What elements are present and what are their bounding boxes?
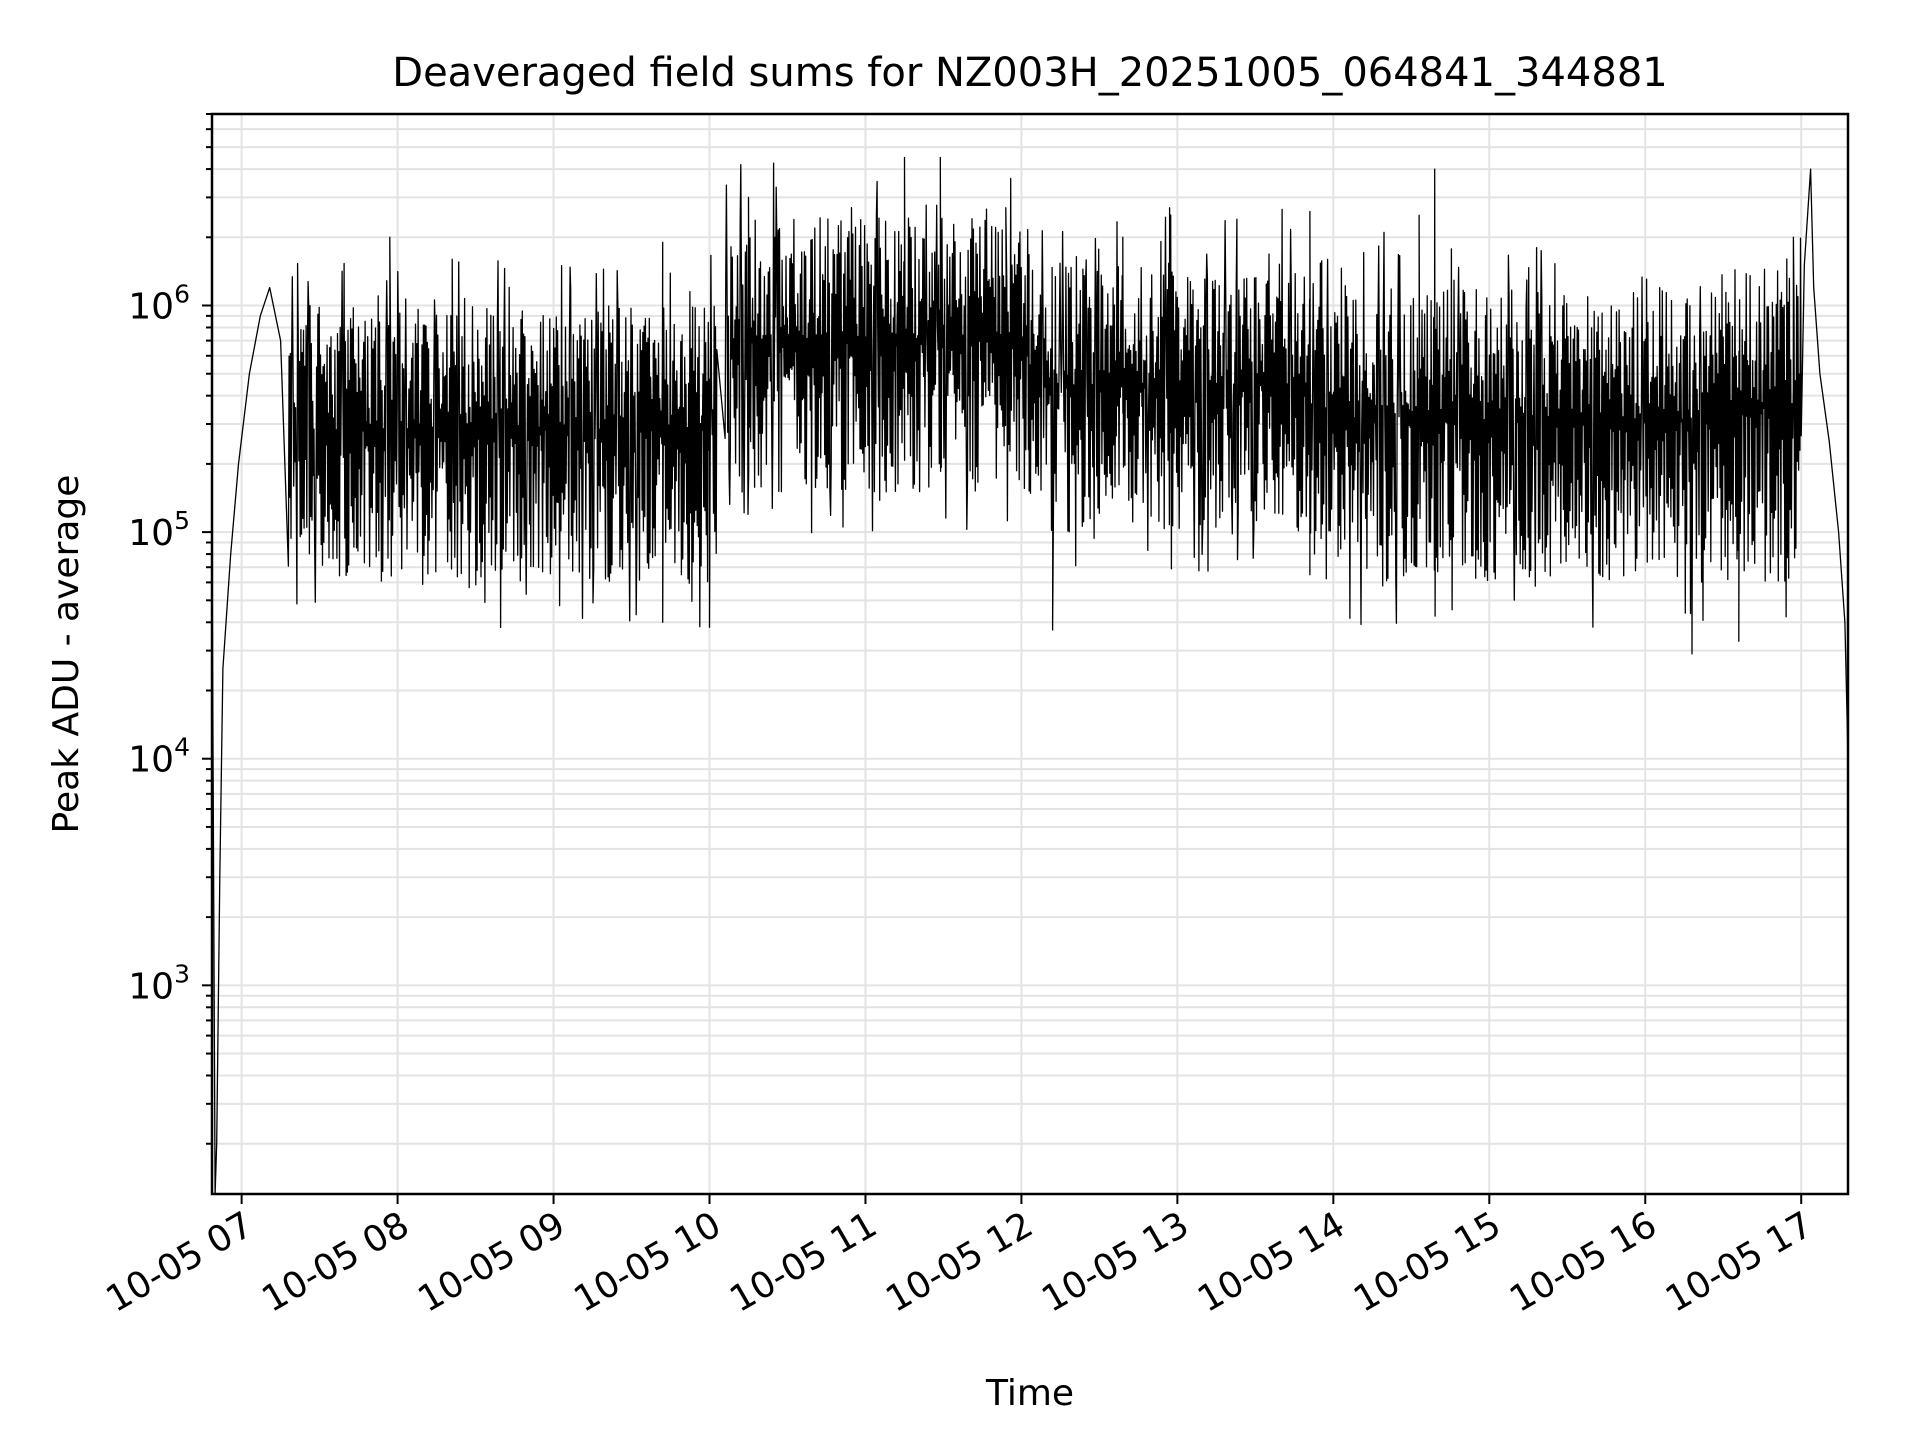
y-tick-label: 103 — [128, 959, 190, 1007]
x-axis-label: Time — [985, 1373, 1074, 1414]
chart-title: Deaveraged field sums for NZ003H_2025100… — [392, 50, 1667, 96]
grid — [212, 113, 1848, 1194]
y-tick-labels: 103 104 105 106 — [128, 280, 190, 1008]
series-line-field-sums — [211, 156, 1849, 1195]
y-tick-label: 105 — [128, 506, 190, 554]
y-axis-label: Peak ADU - average — [46, 475, 87, 834]
ticks — [202, 113, 1803, 1204]
y-tick-label: 104 — [128, 733, 190, 781]
series-layer — [211, 156, 1849, 1195]
axes-frame — [210, 112, 1850, 1196]
y-tick-label: 106 — [128, 280, 190, 328]
